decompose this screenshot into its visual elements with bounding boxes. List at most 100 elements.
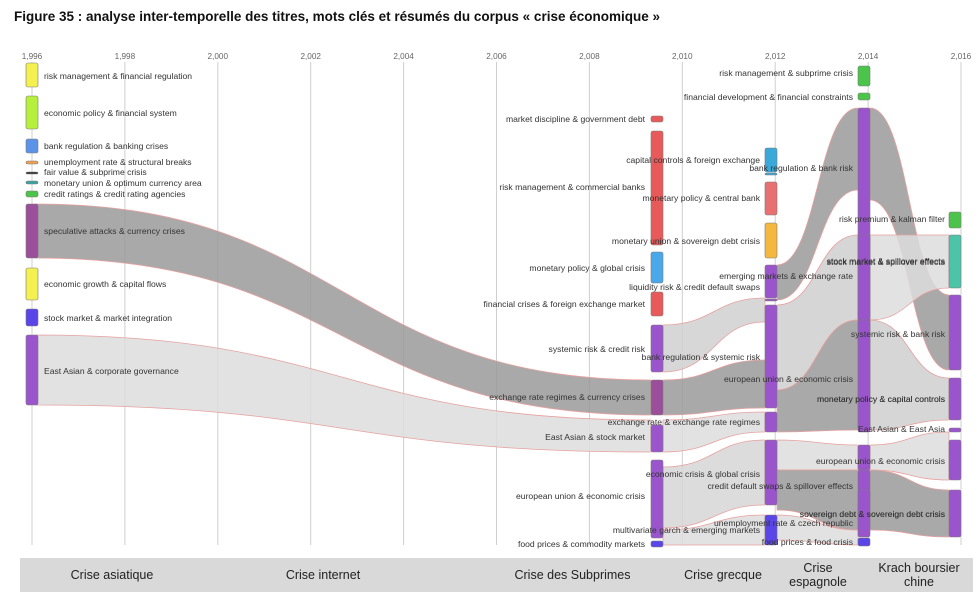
- cluster-label: bank regulation & banking crises: [44, 141, 168, 151]
- cluster-label: stock market & spillover effects: [827, 257, 945, 267]
- cluster-node: [948, 234, 962, 289]
- period-crise-subprimes: Crise des Subprimes: [514, 568, 631, 582]
- flow-band: [662, 439, 766, 529]
- cluster-label: unemployment rate & structural breaks: [44, 157, 192, 167]
- year-label: 2,000: [208, 52, 229, 61]
- flow-band: [869, 319, 950, 431]
- cluster-node: [764, 411, 778, 433]
- cluster-label: monetary policy & central bank: [642, 193, 760, 203]
- cluster-nodes: [25, 62, 962, 548]
- cluster-label: european union & economic crisis: [516, 491, 645, 501]
- cluster-label: economic policy & financial system: [44, 108, 177, 118]
- cluster-label: monetary union & sovereign debt crisis: [612, 236, 760, 246]
- cluster-node: [650, 115, 664, 123]
- cluster-node: [25, 190, 39, 198]
- flow-band: [662, 514, 766, 546]
- cluster-label: East Asian & stock market: [545, 432, 645, 442]
- cluster-label: stock market & spillover effects: [827, 256, 945, 266]
- cluster-label: credit default swaps & spillover effects: [707, 481, 853, 491]
- cluster-label: capital controls & foreign exchange: [626, 155, 760, 165]
- cluster-label: european union & economic crisis: [816, 456, 945, 466]
- cluster-node: [764, 172, 778, 176]
- cluster-node: [948, 427, 962, 433]
- cluster-label: bank regulation & systemic risk: [642, 352, 761, 362]
- cluster-node: [25, 180, 39, 185]
- cluster-label: systemic risk & bank risk: [851, 329, 946, 339]
- cluster-node: [764, 304, 778, 409]
- cluster-label: bank regulation & bank risk: [749, 163, 853, 173]
- year-label: 2,002: [300, 52, 321, 61]
- cluster-label: liquidity risk & credit default swaps: [629, 282, 760, 292]
- cluster-node: [25, 138, 39, 154]
- cluster-label: stock market & market integration: [44, 313, 172, 323]
- year-label: 2,010: [672, 52, 693, 61]
- flows: [35, 107, 950, 546]
- period-crise-grecque: Crise grecque: [684, 568, 762, 582]
- cluster-node: [948, 489, 962, 538]
- cluster-node: [25, 334, 39, 406]
- cluster-label: economic crisis & global crisis: [646, 469, 760, 479]
- flow-band: [869, 234, 950, 321]
- cluster-node: [857, 92, 871, 101]
- year-label: 2,004: [393, 52, 414, 61]
- cluster-label: fair value & subprime crisis: [44, 167, 147, 177]
- cluster-node: [25, 203, 39, 259]
- cluster-node: [650, 379, 664, 416]
- cluster-label: financial crises & foreign exchange mark…: [484, 299, 646, 309]
- flow-band: [869, 469, 950, 538]
- cluster-labels: risk management & financial regulation ec…: [44, 68, 946, 549]
- cluster-label: market discipline & government debt: [506, 114, 646, 124]
- cluster-node: [650, 540, 664, 548]
- cluster-node: [857, 319, 871, 433]
- cluster-node: [25, 95, 39, 130]
- cluster-label: unemployment rate & czech republic: [714, 518, 854, 528]
- year-label: 1,996: [22, 52, 43, 61]
- cluster-node: [650, 251, 664, 284]
- period-crise-espagnole: Crise espagnole: [789, 561, 847, 589]
- figure-title: Figure 35 : analyse inter-temporelle des…: [14, 9, 660, 24]
- cluster-node: [948, 439, 962, 481]
- cluster-label: exchange rate & exchange rate regimes: [608, 417, 760, 427]
- cluster-label: financial development & financial constr…: [684, 92, 853, 102]
- cluster-label: credit ratings & credit rating agencies: [44, 189, 185, 199]
- cluster-node: [650, 324, 664, 373]
- cluster-label: monetary union & optimum currency area: [44, 178, 202, 188]
- cluster-label: european union & economic crisis: [724, 374, 853, 384]
- year-label: 2,006: [486, 52, 507, 61]
- year-label: 2,014: [858, 52, 879, 61]
- cluster-node: [764, 439, 778, 506]
- flow-band: [869, 431, 950, 481]
- cluster-node: [948, 377, 962, 421]
- cluster-label: risk management & subprime crisis: [719, 68, 853, 78]
- cluster-label: multivariate garch & emerging markets: [613, 525, 760, 535]
- cluster-node: [25, 308, 39, 327]
- cluster-label: East Asian & East Asia: [858, 424, 945, 434]
- cluster-node: [25, 267, 39, 301]
- year-label: 2,008: [579, 52, 600, 61]
- period-bar: Crise asiatique Crise internet Crise des…: [20, 558, 973, 592]
- cluster-label: monetary policy & capital controls: [817, 394, 945, 404]
- cluster-node: [650, 291, 664, 317]
- cluster-node: [857, 234, 871, 321]
- cluster-node: [25, 171, 39, 175]
- cluster-node: [650, 459, 664, 539]
- year-axis: 1,996 1,998 2,000 2,002 2,004 2,006 2,008 2,010…: [22, 52, 972, 61]
- cluster-node: [764, 147, 778, 173]
- period-krach-chine: Krach boursier chine: [878, 561, 960, 589]
- cluster-label: risk management & commercial banks: [499, 182, 645, 192]
- cluster-label: food prices & food crisis: [762, 537, 853, 547]
- cluster-node: [650, 424, 664, 453]
- cluster-node: [25, 62, 39, 88]
- cluster-node: [764, 264, 778, 299]
- cluster-label: exchange rate regimes & currency crises: [489, 392, 645, 402]
- cluster-node: [764, 514, 778, 546]
- cluster-node: [650, 130, 664, 246]
- cluster-node: [764, 181, 778, 216]
- cluster-node: [764, 298, 778, 302]
- cluster-node: [857, 65, 871, 87]
- cluster-node: [948, 294, 962, 371]
- flow-band: [662, 411, 766, 453]
- year-label: 2,016: [951, 52, 972, 61]
- cluster-label: emerging markets & exchange rate: [719, 271, 853, 281]
